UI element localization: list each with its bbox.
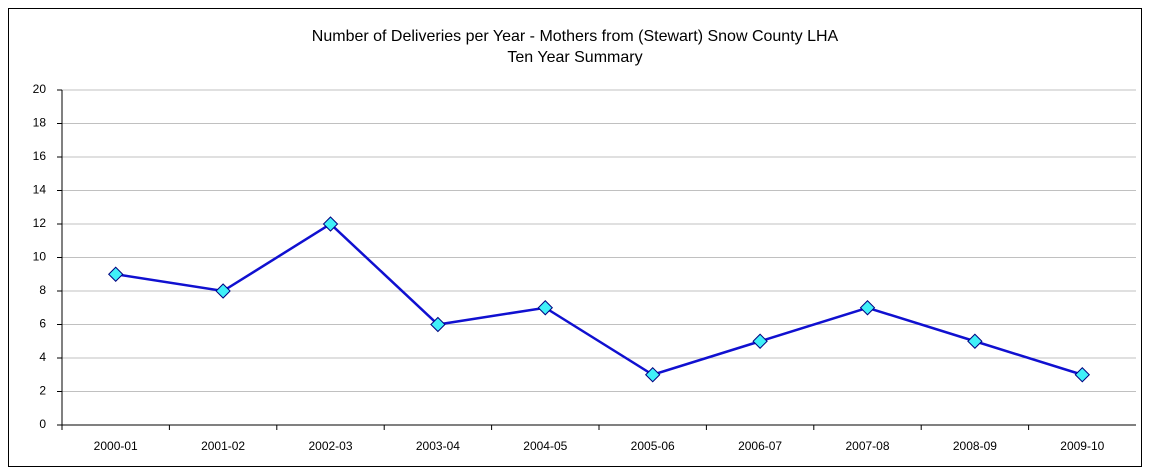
x-tick-label: 2007-08 xyxy=(845,439,889,453)
chart-border xyxy=(8,8,1142,467)
x-tick-label: 2008-09 xyxy=(953,439,997,453)
data-marker xyxy=(215,283,231,299)
data-marker xyxy=(537,300,554,316)
y-tick-label: 18 xyxy=(33,116,47,130)
data-marker xyxy=(322,216,339,232)
x-tick-label: 2003-04 xyxy=(416,439,460,453)
chart-title: Number of Deliveries per Year - Mothers … xyxy=(312,28,839,45)
x-tick-label: 2006-07 xyxy=(738,439,782,453)
chart-subtitle: Ten Year Summary xyxy=(507,49,642,66)
y-tick-label: 4 xyxy=(39,350,46,364)
y-tick-label: 2 xyxy=(39,384,46,398)
data-marker xyxy=(1074,367,1091,383)
data-marker xyxy=(967,333,983,349)
y-tick-label: 12 xyxy=(33,216,47,230)
y-tick-label: 6 xyxy=(39,317,46,331)
data-line xyxy=(115,222,1083,377)
x-tick-label: 2002-03 xyxy=(308,439,352,453)
data-marker xyxy=(644,367,661,383)
y-tick-label: 10 xyxy=(33,250,47,264)
y-tick-label: 0 xyxy=(39,417,46,431)
x-tick-label: 2005-06 xyxy=(631,439,675,453)
y-tick-label: 8 xyxy=(39,283,46,297)
x-tick-label: 2009-10 xyxy=(1060,439,1104,453)
data-marker xyxy=(430,316,446,333)
x-tick-label: 2001-02 xyxy=(201,439,245,453)
data-marker xyxy=(107,266,124,282)
y-tick-label: 20 xyxy=(33,82,47,96)
x-tick-label: 2004-05 xyxy=(523,439,567,453)
x-tick-label: 2000-01 xyxy=(94,439,138,453)
data-marker xyxy=(859,300,876,316)
y-tick-label: 14 xyxy=(33,183,47,197)
data-marker xyxy=(752,333,768,349)
y-tick-label: 16 xyxy=(33,149,47,163)
